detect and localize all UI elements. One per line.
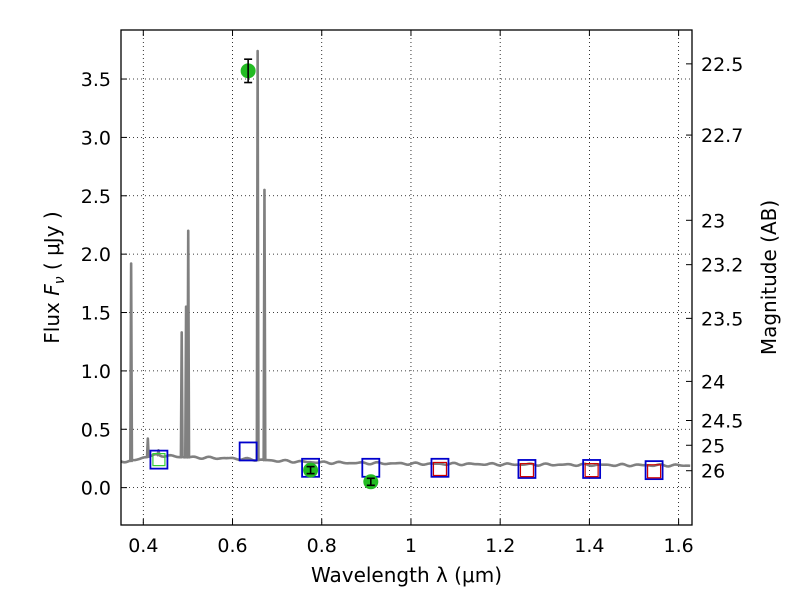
spectrum-series (120, 49, 691, 468)
y2-tick-label: 23.5 (701, 308, 743, 330)
x-tick-label: 1 (405, 535, 417, 557)
y-axis-ticks: 0.0 0.5 1.0 1.5 2.0 2.5 3.0 3.5 (81, 69, 127, 500)
y-tick-label: 3.0 (81, 127, 111, 149)
y2-axis-ticks: 22.5 22.7 23 23.2 23.5 24 24.525 26 (686, 54, 743, 483)
y-tick-label: 1.5 (81, 303, 111, 325)
model-box-small-point (432, 461, 448, 477)
model-box-point (517, 459, 537, 479)
observed-point (303, 462, 319, 478)
y2-tick-label: 23 (701, 210, 725, 232)
x-tick-label: 1.6 (664, 535, 694, 557)
observed-point (363, 474, 379, 490)
spectrum-line (120, 49, 691, 468)
model-box-small-point (584, 463, 599, 478)
x-tick-label: 1.2 (485, 535, 515, 557)
y-tick-label: 0.5 (81, 419, 111, 441)
x-tick-label: 0.8 (307, 535, 337, 557)
x-tick-label: 0.6 (217, 535, 247, 557)
model-box-point (238, 441, 258, 462)
plot-frame (120, 29, 693, 526)
y-axis-label-pre: Flux (40, 296, 64, 344)
y-axis-label-sub: ν (52, 276, 68, 284)
y2-tick-label: 22.7 (701, 125, 743, 147)
y2-tick-label: 24.5 (701, 411, 743, 433)
y2-tick-label: 23.2 (701, 255, 743, 277)
y-tick-label: 0.0 (81, 478, 111, 500)
y-axis-label-post: ( μJy ) (40, 211, 64, 276)
x-tick-label: 0.4 (128, 535, 158, 557)
observed-photometry-series (240, 58, 379, 490)
y2-tick-label: 26 (701, 461, 725, 483)
model-box-point (582, 459, 602, 479)
y2-tick-label: 25 (701, 435, 725, 457)
observed-point (240, 58, 256, 84)
y-tick-label: 2.5 (81, 186, 111, 208)
model-photometry-series (149, 441, 664, 481)
model-box-green-point (152, 453, 166, 467)
x-tick-label: 1.4 (574, 535, 604, 557)
y2-tick-label: 24 (701, 371, 725, 393)
y-axis-label: Flux Fν ( μJy ) (40, 211, 68, 343)
model-box-point (430, 457, 450, 478)
x-axis-label: Wavelength λ (μm) (311, 563, 502, 587)
y-axis-label-var: F (40, 284, 64, 296)
y-tick-label: 2.0 (81, 244, 111, 266)
model-box-small-point (519, 463, 535, 478)
model-box-small-point (646, 464, 662, 479)
grid-lines (121, 30, 692, 525)
y-tick-label: 3.5 (81, 69, 111, 91)
y2-tick-label: 22.5 (701, 54, 743, 76)
y-tick-label: 1.0 (81, 361, 111, 383)
y2-axis-label: Magnitude (AB) (757, 200, 781, 355)
model-box-point (644, 460, 664, 481)
x-axis-ticks: 0.4 0.6 0.8 1 1.2 1.4 1.6 (128, 30, 694, 557)
model-box-point (149, 449, 169, 470)
